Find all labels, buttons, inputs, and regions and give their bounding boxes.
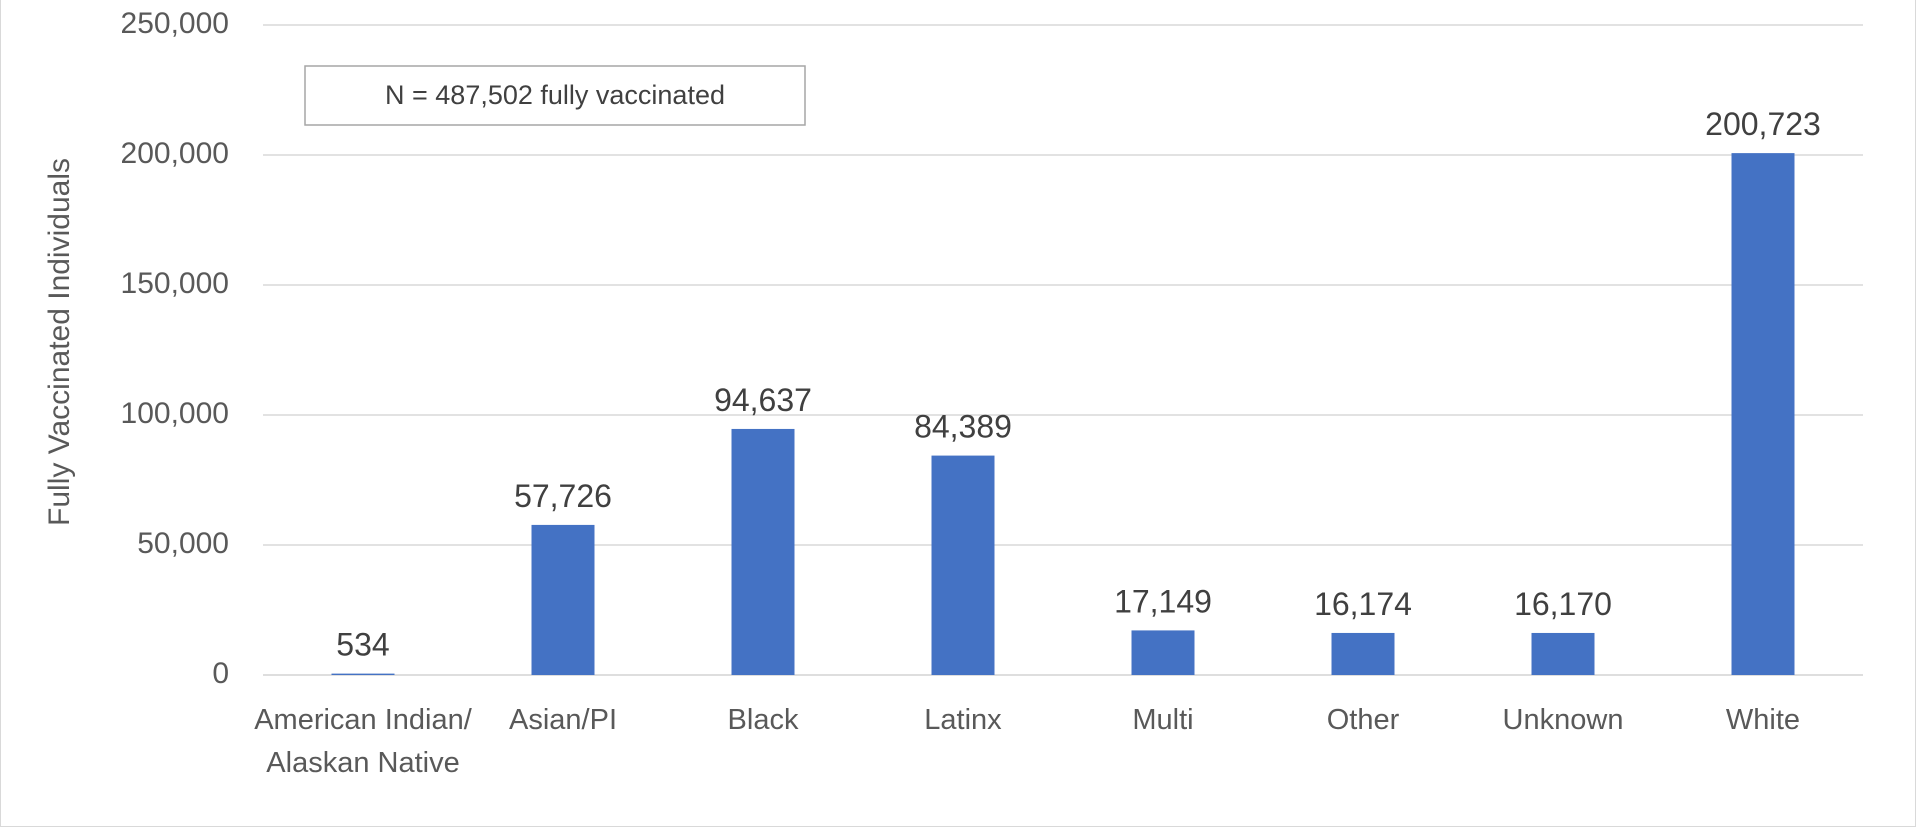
bar: [931, 455, 995, 675]
data-label: 94,637: [714, 382, 812, 418]
category-label: Unknown: [1503, 704, 1624, 736]
gridlines: [263, 24, 1863, 676]
category-label: American Indian/Alaskan Native: [254, 704, 473, 779]
annotation-box: N = 487,502 fully vaccinated: [304, 65, 806, 126]
bar: [331, 673, 395, 675]
data-labels: 534 57,726 94,637 84,389 17,149 16,174 16,170 2…: [336, 106, 1821, 662]
data-label: 57,726: [514, 478, 612, 514]
annotation-border: [304, 65, 806, 126]
y-tick-label: 200,000: [121, 137, 229, 170]
bar: [1531, 632, 1595, 675]
bar: [531, 524, 595, 675]
bar: [731, 428, 795, 675]
data-label: 534: [336, 627, 389, 663]
category-label: White: [1726, 704, 1800, 736]
x-axis-categories: American Indian/Alaskan Native Asian/PI Bl…: [254, 704, 1800, 779]
category-label: Asian/PI: [509, 704, 617, 736]
category-label: Other: [1327, 704, 1400, 736]
data-label: 17,149: [1114, 583, 1212, 619]
y-tick-label: 150,000: [121, 267, 229, 300]
category-label: Multi: [1132, 704, 1193, 736]
data-label: 200,723: [1705, 106, 1821, 142]
category-label: Black: [728, 704, 799, 736]
y-tick-label: 100,000: [121, 397, 229, 430]
bar: [1131, 630, 1195, 675]
data-label: 84,389: [914, 409, 1012, 445]
y-tick-label: 250,000: [121, 7, 229, 40]
data-label: 16,170: [1514, 586, 1612, 622]
bar: [1331, 632, 1395, 675]
y-axis-title: Fully Vaccinated Individuals: [43, 158, 76, 526]
bar: [1731, 153, 1795, 676]
y-tick-label: 0: [212, 657, 229, 690]
data-label: 16,174: [1314, 586, 1412, 622]
bars: [331, 153, 1795, 676]
annotation-text: N = 487,502 fully vaccinated: [385, 80, 725, 110]
category-label: Latinx: [924, 704, 1002, 736]
y-tick-label: 50,000: [137, 527, 229, 560]
y-axis-ticks: 0 50,000 100,000 150,000 200,000 250,000: [121, 7, 229, 690]
